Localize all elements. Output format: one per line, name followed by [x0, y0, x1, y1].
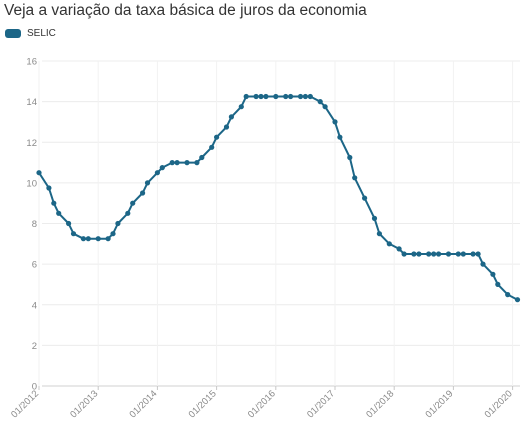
data-point	[455, 251, 461, 257]
data-point	[199, 154, 205, 161]
legend[interactable]: SELIC	[5, 28, 56, 39]
y-tick-label: 4	[32, 300, 37, 311]
data-point	[396, 246, 402, 252]
data-point	[460, 251, 466, 257]
data-point	[154, 170, 160, 176]
data-point	[371, 215, 378, 221]
data-point	[362, 195, 368, 201]
data-point	[223, 124, 230, 130]
data-point	[436, 251, 442, 257]
data-point	[169, 160, 175, 166]
data-point	[115, 220, 121, 227]
data-point	[490, 271, 496, 277]
y-tick-label: 14	[26, 97, 37, 108]
data-point	[125, 210, 131, 216]
data-point	[273, 93, 279, 100]
x-tick-label: 01/2016	[246, 388, 278, 420]
x-tick-label: 01/2014	[127, 388, 159, 420]
data-point	[352, 175, 358, 181]
data-point	[297, 93, 304, 100]
x-tick-label: 01/2019	[423, 388, 455, 420]
data-point	[332, 119, 338, 125]
y-tick-label: 0	[32, 382, 37, 393]
y-tick-label: 6	[32, 260, 37, 271]
chart-title: Veja a variação da taxa básica de juros …	[4, 2, 367, 19]
legend-swatch	[5, 29, 21, 38]
data-point	[386, 241, 392, 247]
data-point	[238, 104, 244, 110]
data-point	[85, 236, 91, 242]
data-point	[46, 185, 52, 191]
data-point	[445, 251, 452, 257]
legend-label: SELIC	[27, 28, 56, 39]
data-point	[431, 251, 437, 257]
data-point	[140, 190, 146, 196]
data-point	[263, 93, 269, 100]
data-point	[288, 93, 294, 100]
data-point	[209, 144, 215, 150]
data-point	[184, 160, 190, 166]
data-point	[495, 281, 501, 287]
data-point	[258, 93, 264, 100]
data-point	[426, 251, 432, 257]
data-point	[337, 134, 343, 140]
y-tick-label: 10	[26, 178, 37, 189]
data-point	[80, 236, 86, 242]
data-point	[228, 114, 234, 120]
data-point	[480, 261, 486, 267]
data-point	[66, 220, 72, 227]
data-point	[105, 236, 111, 242]
data-point	[130, 200, 136, 206]
data-point	[283, 93, 289, 100]
data-point	[36, 170, 42, 176]
data-point	[470, 251, 476, 257]
data-point	[302, 93, 308, 100]
y-tick-label: 16	[26, 57, 37, 68]
data-point	[214, 134, 220, 140]
data-point	[307, 93, 313, 100]
x-tick-label: 01/2013	[68, 388, 100, 420]
y-tick-label: 12	[26, 138, 37, 149]
y-tick-label: 8	[32, 219, 37, 230]
data-point	[376, 231, 382, 237]
data-point	[253, 93, 259, 100]
x-tick-label: 01/2012	[9, 388, 41, 420]
data-point	[505, 292, 511, 298]
y-tick-label: 2	[32, 341, 37, 352]
data-point	[411, 251, 417, 257]
data-point	[144, 180, 151, 186]
data-point	[347, 154, 353, 161]
data-point	[174, 160, 180, 166]
series-line	[38, 95, 519, 301]
data-point	[475, 251, 481, 257]
data-point	[401, 251, 407, 257]
data-point	[56, 210, 62, 216]
data-point	[110, 231, 116, 237]
data-point	[70, 231, 77, 237]
x-tick-label: 01/2015	[187, 388, 219, 420]
data-point	[514, 297, 521, 303]
data-point	[159, 165, 165, 171]
x-tick-label: 01/2020	[483, 388, 515, 420]
data-point	[317, 99, 323, 105]
data-point	[194, 160, 200, 166]
data-point	[51, 200, 57, 206]
data-point	[322, 104, 328, 110]
x-tick-label: 01/2017	[305, 388, 337, 420]
data-point	[243, 93, 249, 100]
x-tick-label: 01/2018	[364, 388, 396, 420]
data-point	[95, 236, 101, 242]
data-point	[416, 251, 422, 257]
